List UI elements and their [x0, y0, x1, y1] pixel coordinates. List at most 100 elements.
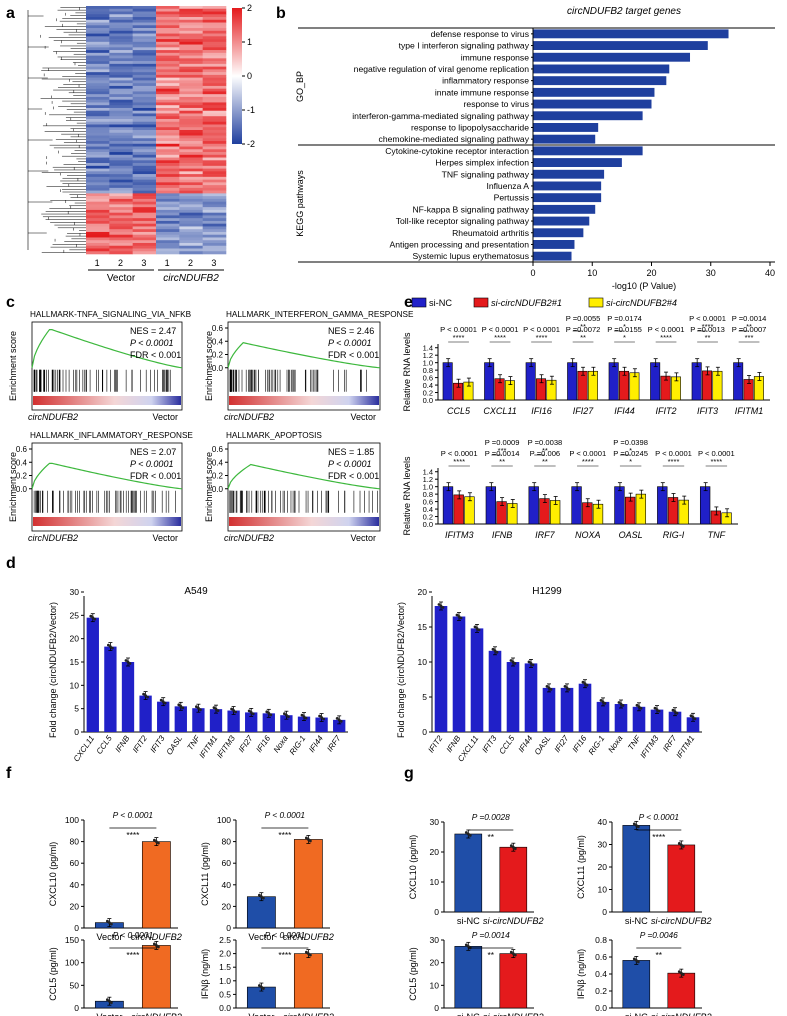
heatmap-cell	[133, 152, 157, 155]
significance-stars: **	[542, 446, 548, 455]
heatmap-cell	[133, 218, 157, 221]
y-axis-label: CXCL11 (pg/ml)	[576, 835, 586, 899]
data-point	[496, 651, 499, 654]
heatmap-cell	[156, 218, 180, 221]
heatmap-cell	[109, 133, 133, 136]
heatmap-cell	[156, 193, 180, 196]
heatmap-cell	[156, 28, 180, 31]
heatmap-cell	[86, 155, 110, 158]
heatmap-cell	[203, 53, 227, 56]
heatmap-cell	[109, 89, 133, 92]
plot-title: HALLMARK_INFLAMMATORY_RESPONSE	[30, 431, 193, 440]
heatmap-cell	[133, 246, 157, 249]
bar	[668, 845, 695, 912]
right-label: Vector	[350, 533, 376, 543]
heatmap-cell	[133, 160, 157, 163]
heatmap-cell	[156, 105, 180, 108]
heatmap-cell	[156, 12, 180, 15]
y-tick-label: 5	[74, 704, 79, 714]
heatmap-cell	[86, 34, 110, 37]
heatmap-cell	[86, 136, 110, 139]
heatmap-cell	[179, 133, 203, 136]
heatmap-cell	[156, 36, 180, 39]
heatmap-cell	[203, 108, 227, 111]
heatmap-cell	[179, 210, 203, 213]
colorbar-tick-label: -1	[247, 105, 255, 115]
heatmap-cell	[86, 119, 110, 122]
heatmap-cell	[203, 163, 227, 166]
heatmap-cell	[156, 149, 180, 152]
bar	[533, 41, 708, 50]
data-point	[637, 825, 640, 828]
heatmap-cell	[109, 61, 133, 64]
category-label: IFI16	[254, 734, 272, 755]
heatmap-cell	[86, 160, 110, 163]
heatmap-cell	[203, 67, 227, 70]
heatmap-cell	[179, 45, 203, 48]
heatmap-cell	[156, 152, 180, 155]
heatmap-cell	[133, 108, 157, 111]
heatmap-cell	[156, 47, 180, 50]
heatmap-cell	[156, 243, 180, 246]
heatmap-cell	[109, 229, 133, 232]
heatmap-cell	[203, 39, 227, 42]
data-point	[676, 712, 679, 715]
significance-stars: ****	[126, 950, 140, 960]
heatmap-cell	[133, 39, 157, 42]
heatmap-cell	[133, 191, 157, 194]
y-tick-label: 20	[598, 862, 608, 872]
ranked-list-bar	[33, 396, 181, 405]
heatmap-cell	[86, 224, 110, 227]
heatmap-cell	[156, 14, 180, 17]
category-label: si-NC	[625, 1012, 648, 1016]
category-label: negative regulation of viral genome repl…	[354, 64, 530, 74]
heatmap-cell	[86, 56, 110, 59]
data-point	[181, 706, 184, 709]
heatmap-cell	[179, 177, 203, 180]
heatmap-cell	[133, 251, 157, 254]
heatmap-cell	[156, 232, 180, 235]
data-point	[110, 923, 113, 926]
data-point	[514, 954, 517, 957]
heatmap-cell	[109, 75, 133, 78]
legend-swatch	[589, 298, 603, 307]
heatmap-cell	[86, 193, 110, 196]
category-label: si-NC	[457, 1012, 480, 1016]
heatmap-cell	[109, 78, 133, 81]
heatmap-cell	[203, 122, 227, 125]
heatmap-cell	[133, 171, 157, 174]
data-point	[340, 720, 343, 723]
heatmap-cell	[179, 240, 203, 243]
heatmap-cell	[179, 56, 203, 59]
group-label: circNDUFB2	[163, 273, 219, 284]
y-tick-label: 20	[70, 901, 80, 911]
heatmap-cell	[156, 144, 180, 147]
y-tick-label: 0.0	[595, 1003, 607, 1013]
panel-letter: e	[404, 294, 413, 311]
column-label: 3	[141, 258, 146, 268]
heatmap-cell	[86, 53, 110, 56]
bar	[533, 170, 604, 179]
category-label: Noxa	[606, 734, 624, 755]
bar	[733, 363, 742, 400]
y-tick-label: 1.4	[423, 344, 433, 353]
heatmap-cell	[156, 45, 180, 48]
y-tick-label: 80	[222, 837, 232, 847]
heatmap-cell	[156, 196, 180, 199]
heatmap-cell	[179, 47, 203, 50]
legend-label: si-circNDUFB2#1	[491, 298, 562, 308]
heatmap-cell	[156, 160, 180, 163]
bar	[455, 946, 482, 1008]
heatmap-cell	[156, 248, 180, 251]
heatmap-cell	[203, 20, 227, 23]
heatmap-cell	[179, 130, 203, 133]
p-value: P =0.0028	[472, 812, 510, 822]
heatmap-cell	[133, 182, 157, 185]
bar	[657, 487, 667, 524]
y-tick-label: 2.0	[219, 949, 231, 959]
heatmap-cell	[156, 235, 180, 238]
y-tick-label: 100	[65, 815, 79, 825]
category-label: IRF7	[325, 734, 343, 754]
heatmap-cell	[86, 180, 110, 183]
data-point	[550, 688, 553, 691]
